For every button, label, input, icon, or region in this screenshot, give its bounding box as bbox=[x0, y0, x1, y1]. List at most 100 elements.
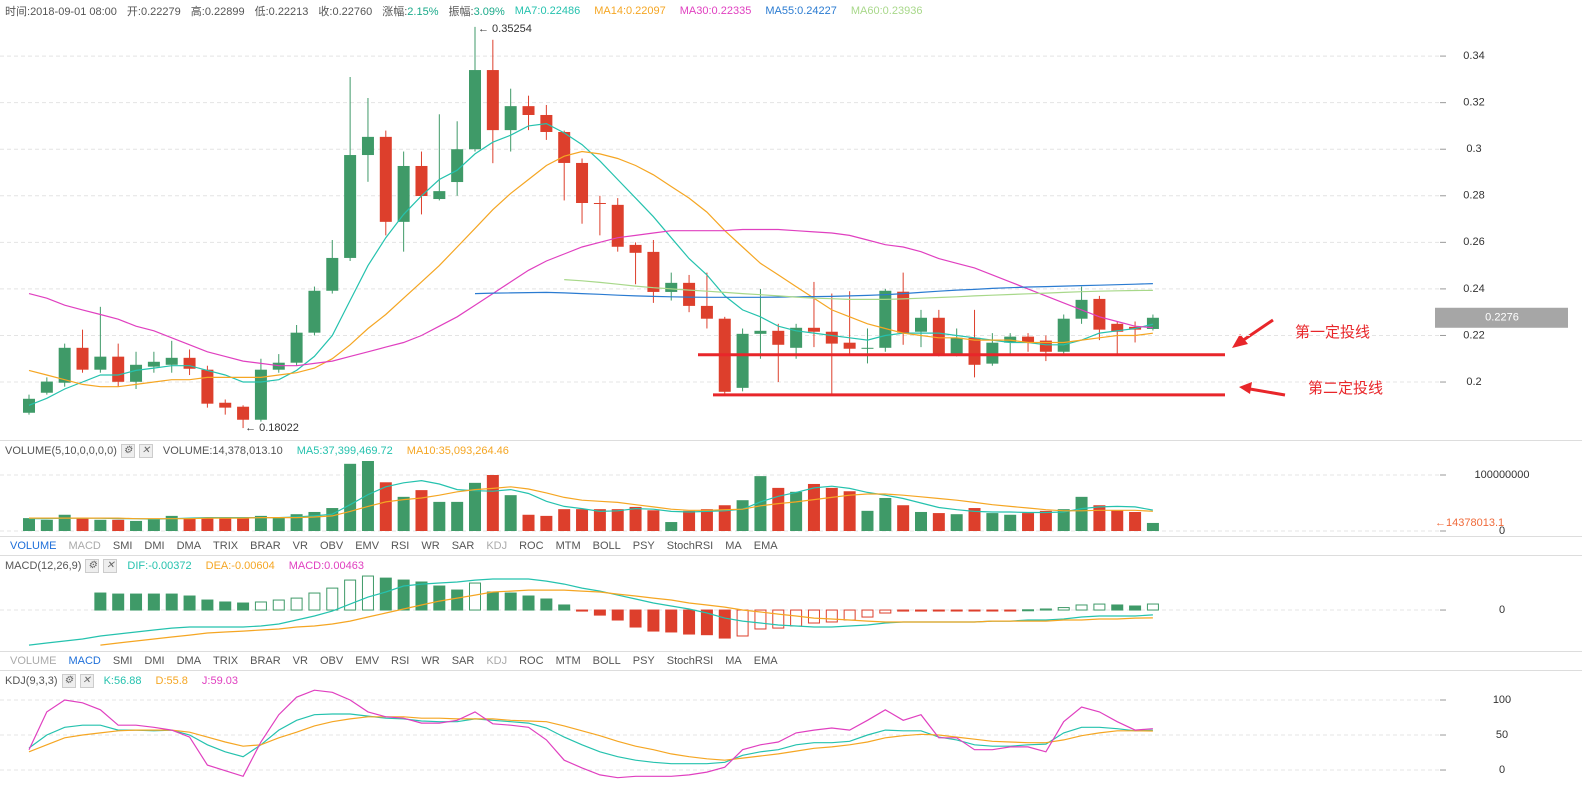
indicator-tab[interactable]: MTM bbox=[555, 540, 581, 552]
indicator-tab[interactable]: StochRSI bbox=[666, 655, 714, 667]
indicator-tab[interactable]: VR bbox=[292, 540, 308, 552]
volume-bar bbox=[665, 522, 678, 531]
macd-bar bbox=[1057, 607, 1070, 611]
indicator-tab[interactable]: OBV bbox=[319, 540, 344, 552]
indicator-tab[interactable]: KDJ bbox=[486, 540, 508, 552]
close-icon[interactable]: ✕ bbox=[103, 559, 118, 573]
settings-icon[interactable]: ⚙ bbox=[120, 444, 135, 458]
macd-bar bbox=[379, 577, 392, 611]
indicator-tab[interactable]: RSI bbox=[391, 655, 410, 667]
indicator-tab[interactable]: BRAR bbox=[250, 655, 281, 667]
indicator-tab[interactable]: BOLL bbox=[592, 540, 621, 552]
indicator-tab[interactable]: MACD bbox=[68, 655, 101, 667]
indicator-tab[interactable]: RSI bbox=[391, 540, 410, 552]
volume-bar bbox=[308, 511, 321, 531]
indicator-tab[interactable]: EMV bbox=[355, 655, 380, 667]
price-tag-label: 0.2276 bbox=[1485, 312, 1519, 324]
macd-bar bbox=[486, 591, 499, 611]
indicator-tab[interactable]: MACD bbox=[68, 540, 101, 552]
candle-body bbox=[112, 356, 125, 382]
indicator-tab[interactable]: OBV bbox=[319, 655, 344, 667]
macd-bar bbox=[790, 609, 803, 627]
indicator-tab[interactable]: VOLUME bbox=[10, 655, 57, 667]
volume-bar bbox=[1093, 505, 1106, 531]
volume-bar bbox=[237, 518, 250, 531]
indicator-tab[interactable]: EMV bbox=[355, 540, 380, 552]
volume-bar bbox=[486, 475, 499, 531]
info-item: 高:0.22899 bbox=[191, 3, 245, 19]
indicator-tab[interactable]: SAR bbox=[451, 540, 475, 552]
indicator-tab[interactable]: SMI bbox=[112, 655, 133, 667]
info-value: 3.09% bbox=[473, 6, 505, 18]
volume-bar bbox=[326, 508, 339, 531]
indicator-tab[interactable]: VR bbox=[292, 655, 308, 667]
settings-icon[interactable]: ⚙ bbox=[61, 674, 76, 688]
indicator-tab[interactable]: EMA bbox=[753, 655, 778, 667]
indicator-tab[interactable]: BOLL bbox=[592, 655, 621, 667]
indicator-tab[interactable]: MA bbox=[725, 655, 742, 667]
indicator-tab[interactable]: VOLUME bbox=[10, 540, 57, 552]
candle-body bbox=[1022, 336, 1035, 343]
indicator-tab[interactable]: WR bbox=[421, 540, 440, 552]
close-icon[interactable]: ✕ bbox=[79, 674, 94, 688]
arrows bbox=[1232, 318, 1286, 397]
arrow-head bbox=[1239, 382, 1252, 394]
macd-bar bbox=[344, 579, 357, 611]
indicator-tab[interactable]: StochRSI bbox=[666, 540, 714, 552]
indicator-tab[interactable]: SMI bbox=[112, 540, 133, 552]
indicator-tab[interactable]: SAR bbox=[451, 655, 475, 667]
indicator-tab[interactable]: WR bbox=[421, 655, 440, 667]
indicator-tab[interactable]: DMA bbox=[176, 540, 202, 552]
indicator-tab[interactable]: BRAR bbox=[250, 540, 281, 552]
y-tick-label: 0.3 bbox=[1466, 143, 1481, 155]
indicator-tab[interactable]: ROC bbox=[519, 540, 544, 552]
candle-body bbox=[879, 290, 892, 348]
series-line bbox=[28, 713, 1153, 765]
candle-body bbox=[130, 364, 143, 382]
max-label: ← 0.35254 bbox=[478, 23, 532, 35]
indicator-tab[interactable]: PSY bbox=[632, 655, 655, 667]
macd-bar bbox=[629, 609, 642, 628]
volume-bar bbox=[700, 509, 713, 531]
indicator-tab[interactable]: PSY bbox=[632, 540, 655, 552]
candle-body bbox=[611, 204, 624, 247]
volume-bar bbox=[1146, 522, 1159, 531]
candle-body bbox=[379, 136, 392, 222]
info-value: 0.22213 bbox=[268, 6, 309, 18]
volume-bar bbox=[522, 514, 535, 531]
macd-bar bbox=[700, 609, 713, 636]
volume-bar bbox=[629, 506, 642, 531]
volume-bar bbox=[112, 519, 125, 531]
min-label: ← 0.18022 bbox=[245, 422, 299, 434]
candle-body bbox=[1093, 298, 1106, 330]
volume-bar bbox=[754, 476, 767, 531]
indicator-tab[interactable]: DMA bbox=[176, 655, 202, 667]
close-icon[interactable]: ✕ bbox=[138, 444, 153, 458]
volume-bar bbox=[968, 508, 981, 531]
indicator-tab[interactable]: DMI bbox=[144, 655, 165, 667]
volume-bar bbox=[1039, 510, 1052, 531]
kdj-header: KDJ(9,3,3) ⚙ ✕ K:56.88 D:55.8 J:59.03 bbox=[5, 674, 252, 688]
macd-bar bbox=[433, 585, 446, 611]
series-line bbox=[29, 486, 1153, 520]
indicator-tab[interactable]: MA bbox=[725, 540, 742, 552]
volume-bar bbox=[950, 514, 963, 531]
macd-bar bbox=[201, 599, 214, 611]
candle-body bbox=[700, 305, 713, 319]
macd-bar bbox=[647, 609, 660, 632]
volume-bar bbox=[861, 510, 874, 531]
indicator-tab[interactable]: DMI bbox=[144, 540, 165, 552]
indicator-tab[interactable]: MTM bbox=[555, 655, 581, 667]
indicator-tab[interactable]: TRIX bbox=[213, 540, 239, 552]
settings-icon[interactable]: ⚙ bbox=[85, 559, 100, 573]
indicator-tab[interactable]: TRIX bbox=[213, 655, 239, 667]
series-line bbox=[28, 689, 1153, 779]
volume-bar bbox=[879, 497, 892, 531]
indicator-tab[interactable]: ROC bbox=[519, 655, 544, 667]
indicator-tab[interactable]: KDJ bbox=[486, 655, 508, 667]
volume-bar bbox=[23, 518, 35, 531]
candle-body bbox=[665, 282, 678, 292]
series-line bbox=[28, 228, 1153, 367]
indicator-tab[interactable]: EMA bbox=[753, 540, 778, 552]
